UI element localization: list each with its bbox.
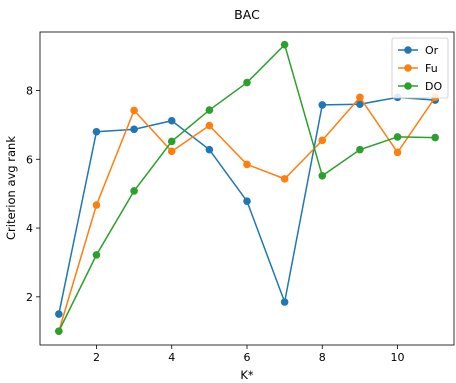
series-do	[55, 40, 439, 336]
data-point	[243, 197, 251, 206]
data-point	[356, 100, 364, 109]
data-point	[167, 116, 176, 125]
data-point	[130, 106, 138, 115]
x-tick-label: 10	[391, 351, 405, 364]
data-point	[205, 106, 214, 114]
plot-area	[55, 40, 439, 336]
legend-swatch-marker	[404, 82, 412, 90]
series-line	[58, 43, 436, 332]
legend-label: DO	[425, 80, 442, 93]
legend-item: Fu	[398, 62, 438, 75]
x-tick-label: 8	[319, 351, 326, 364]
data-point	[92, 201, 101, 209]
y-tick-label: 6	[26, 153, 33, 166]
data-point	[205, 145, 214, 154]
data-point	[243, 78, 251, 87]
y-tick-label: 8	[26, 84, 33, 97]
legend-swatch-marker	[404, 46, 412, 54]
y-tick-label: 4	[26, 222, 33, 235]
series-line	[58, 96, 436, 332]
data-point	[243, 160, 251, 169]
data-point	[55, 327, 63, 336]
x-axis: 2 4 6 8 10	[93, 345, 405, 364]
legend: Or Fu DO	[391, 37, 449, 99]
legend-label: Or	[425, 44, 439, 57]
data-point	[431, 133, 439, 142]
y-axis: 2 4 6 8	[26, 84, 40, 304]
x-axis-label: K*	[240, 368, 254, 382]
data-point	[205, 121, 214, 130]
data-point	[318, 171, 327, 180]
data-point	[393, 148, 402, 157]
data-point	[280, 175, 289, 183]
data-point	[356, 93, 364, 102]
data-point	[318, 101, 327, 109]
data-point	[130, 125, 138, 134]
series-or	[55, 93, 439, 318]
legend-item: Or	[398, 44, 439, 57]
series-line	[58, 96, 436, 315]
legend-item: DO	[398, 80, 442, 93]
data-point	[167, 137, 176, 146]
x-tick-label: 2	[93, 351, 100, 364]
y-axis-label: Criterion avg rank	[4, 136, 18, 240]
series-fu	[55, 93, 439, 336]
data-point	[280, 298, 289, 306]
data-point	[92, 251, 101, 259]
x-tick-label: 6	[244, 351, 251, 364]
chart-title: BAC	[234, 7, 260, 22]
data-point	[280, 40, 289, 49]
data-point	[92, 127, 101, 136]
legend-label: Fu	[425, 62, 438, 75]
x-tick-label: 4	[168, 351, 175, 364]
data-point	[356, 145, 364, 154]
data-point	[318, 136, 327, 145]
data-point	[167, 147, 176, 156]
data-point	[130, 187, 138, 195]
data-point	[55, 310, 63, 318]
legend-swatch-marker	[404, 64, 412, 72]
y-tick-label: 2	[26, 291, 33, 304]
data-point	[393, 133, 402, 141]
